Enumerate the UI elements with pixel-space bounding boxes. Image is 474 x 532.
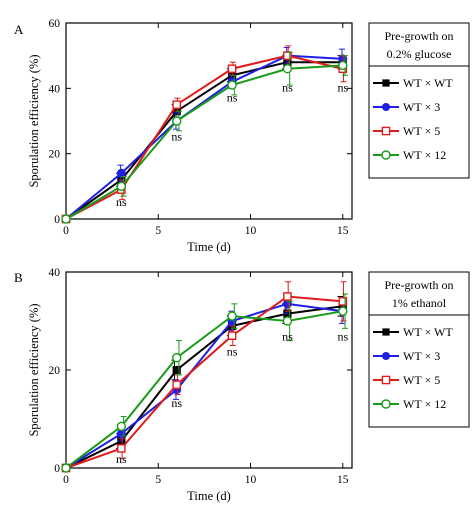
series-wt-wt (61, 296, 347, 473)
data-point (172, 380, 182, 390)
x-axis-label: Time (d) (187, 240, 231, 254)
legend-marker (382, 352, 390, 360)
y-tick-label: 20 (49, 365, 61, 377)
series-line (65, 54, 343, 220)
data-point (227, 331, 237, 341)
x-tick-label: 0 (63, 474, 69, 486)
legend-box (368, 22, 470, 179)
data-point (172, 365, 181, 375)
x-tick-label: 10 (245, 474, 257, 486)
series-line (65, 61, 343, 220)
ns-annotation: ns (282, 81, 293, 95)
chart-panel-a: A 0 5 10 15 0 20 40 60 Time (d) Sporulation effici… (14, 18, 470, 254)
y-tick-label: 20 (49, 149, 61, 161)
legend-label: WT × 12 (403, 397, 446, 411)
x-axis-label: Time (d) (187, 489, 231, 503)
series-line (65, 305, 343, 469)
ns-annotation: ns (282, 330, 293, 344)
legend: Pre-growth on 1% ethanol WT × WT WT × 3 WT ×… (368, 271, 470, 428)
series-line (65, 64, 343, 220)
ns-annotation: ns (227, 90, 238, 104)
series-line (65, 310, 343, 469)
data-point (338, 297, 348, 306)
legend-marker (381, 126, 391, 136)
x-tick-label: 5 (155, 474, 161, 486)
ns-annotation: ns (171, 130, 182, 144)
series-line (65, 54, 344, 220)
panel-label: A (14, 22, 24, 37)
legend-title: 1% ethanol (392, 296, 447, 310)
series-wt-3 (61, 293, 348, 473)
y-tick-label: 0 (54, 214, 60, 226)
y-axis-label: Sporulation efficiency (%) (27, 303, 41, 436)
legend-label: WT × 3 (403, 100, 440, 114)
data-point (338, 60, 348, 71)
ns-annotation: ns (227, 344, 238, 358)
data-point (227, 311, 237, 321)
data-point (227, 80, 237, 90)
legend-label: WT × WT (403, 325, 453, 339)
series-line (65, 295, 343, 469)
series-wt-12 (61, 51, 349, 224)
ns-annotation: ns (116, 195, 127, 209)
y-tick-label: 40 (49, 83, 61, 95)
legend-label: WT × WT (403, 76, 453, 90)
plot-frame (65, 22, 353, 220)
x-tick-label: 15 (337, 474, 349, 486)
ns-annotation: ns (337, 81, 348, 95)
legend-marker (381, 375, 391, 385)
data-point (338, 306, 348, 316)
legend-title: Pre-growth on (385, 278, 454, 292)
data-point (282, 316, 293, 326)
data-point (283, 292, 292, 301)
legend-marker (382, 328, 390, 336)
y-tick-label: 60 (49, 18, 61, 30)
data-point (117, 444, 126, 453)
data-point (116, 421, 127, 432)
series-line (65, 302, 343, 469)
panel-label: B (14, 270, 23, 285)
y-tick-label: 0 (54, 463, 60, 475)
data-point (172, 116, 182, 126)
plot-frame (65, 271, 353, 469)
legend-title: 0.2% glucose (387, 47, 452, 61)
data-point (227, 64, 237, 74)
data-point (172, 353, 182, 363)
data-point (116, 181, 127, 192)
legend-marker (382, 103, 390, 111)
legend-marker (381, 399, 391, 409)
x-tick-label: 5 (155, 225, 161, 237)
ns-annotation: ns (337, 330, 348, 344)
data-point (61, 463, 71, 473)
chart-panel-b: B 0 5 10 15 0 20 40 Time (d) Sporulation efficien… (14, 267, 470, 503)
data-point (61, 214, 71, 224)
series-wt-12 (61, 293, 349, 473)
data-point (172, 100, 182, 109)
ns-annotation: ns (116, 452, 127, 466)
legend-label: WT × 3 (403, 349, 440, 363)
legend-label: WT × 5 (403, 124, 440, 138)
y-axis-label: Sporulation efficiency (%) (27, 54, 41, 187)
ns-annotation: ns (171, 396, 182, 410)
legend-title: Pre-growth on (385, 29, 454, 43)
data-point (116, 168, 126, 178)
legend: Pre-growth on 0.2% glucose WT × WT WT × 3 WT… (368, 22, 470, 179)
legend-marker (381, 150, 391, 160)
data-point (282, 64, 293, 74)
legend-marker (382, 79, 390, 87)
x-tick-label: 10 (245, 225, 257, 237)
legend-label: WT × 12 (403, 148, 446, 162)
y-tick-label: 40 (49, 267, 61, 279)
legend-label: WT × 5 (403, 373, 440, 387)
x-tick-label: 0 (63, 225, 69, 237)
x-tick-label: 15 (337, 225, 349, 237)
